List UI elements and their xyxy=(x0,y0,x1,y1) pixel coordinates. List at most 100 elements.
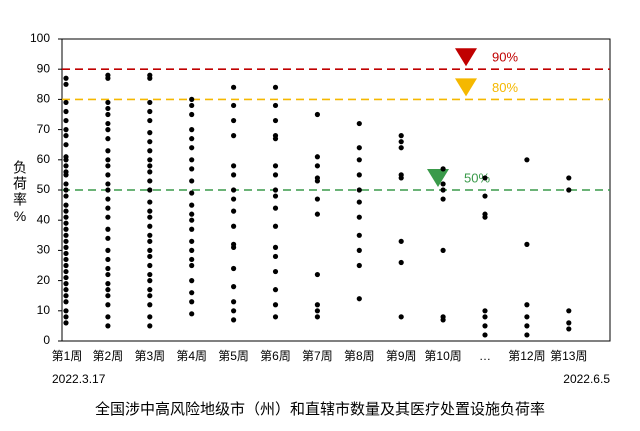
dot xyxy=(105,136,111,142)
dot xyxy=(189,299,195,305)
reference-marker xyxy=(427,169,449,187)
dot xyxy=(482,308,488,314)
dot xyxy=(147,293,153,299)
dot xyxy=(231,84,237,90)
dot xyxy=(272,223,279,229)
dot xyxy=(272,163,279,169)
dot xyxy=(566,308,572,314)
dot xyxy=(63,99,69,106)
dot xyxy=(63,187,69,193)
dot xyxy=(189,111,195,118)
dot xyxy=(314,163,320,169)
y-tick-label: 50 xyxy=(37,182,51,196)
dot xyxy=(482,193,488,199)
dot xyxy=(356,214,362,220)
y-tick-label: 80 xyxy=(37,92,51,106)
dot xyxy=(147,130,153,136)
x-tick-label: 第12周 xyxy=(508,349,545,363)
dot xyxy=(189,211,195,217)
dot xyxy=(314,178,320,184)
dot xyxy=(272,314,279,320)
dot xyxy=(63,314,69,320)
dot xyxy=(440,181,446,187)
dot xyxy=(63,320,69,326)
dot xyxy=(231,308,237,314)
dot xyxy=(482,314,488,320)
dot xyxy=(105,287,111,293)
dot xyxy=(524,241,530,247)
dot xyxy=(63,299,69,305)
dot xyxy=(440,196,446,202)
dot xyxy=(314,111,320,118)
dot xyxy=(231,117,237,124)
dot xyxy=(189,290,195,296)
dot xyxy=(105,205,111,211)
dot xyxy=(440,317,446,323)
dot xyxy=(147,302,153,308)
dot xyxy=(63,220,69,226)
reference-label: 50% xyxy=(464,170,490,185)
x-tick-label: 第5周 xyxy=(218,349,249,363)
x-tick-label: 第7周 xyxy=(302,349,333,363)
dot xyxy=(63,172,69,178)
dot xyxy=(440,187,446,193)
dot xyxy=(189,145,195,151)
dot xyxy=(356,296,362,302)
dot xyxy=(189,278,195,284)
reference-marker xyxy=(455,48,477,67)
dot xyxy=(231,299,237,305)
dot xyxy=(231,163,237,169)
dot xyxy=(356,232,362,238)
dot xyxy=(147,108,153,115)
dot xyxy=(566,320,572,326)
dot xyxy=(231,187,237,193)
y-tick-label: 40 xyxy=(37,212,51,226)
dot xyxy=(147,117,153,124)
y-tick-label: 90 xyxy=(37,61,51,75)
dot xyxy=(63,256,69,263)
dot xyxy=(189,226,195,232)
dot xyxy=(272,287,279,293)
dot xyxy=(105,302,111,308)
dot xyxy=(147,223,153,229)
dot xyxy=(147,214,153,220)
dot xyxy=(189,102,195,109)
dot xyxy=(524,323,530,329)
dot xyxy=(147,314,153,320)
dot xyxy=(105,157,111,163)
reference-label: 80% xyxy=(492,80,518,95)
dot xyxy=(105,271,111,278)
dot xyxy=(231,244,237,250)
dot xyxy=(272,84,279,90)
dot xyxy=(63,308,69,314)
dot xyxy=(189,178,195,184)
x-tick-label: 第3周 xyxy=(134,349,165,363)
dot xyxy=(105,181,111,187)
dot xyxy=(440,166,446,172)
dot xyxy=(105,323,111,329)
dot xyxy=(189,157,195,163)
dot xyxy=(63,202,69,208)
dot xyxy=(105,148,111,154)
dot xyxy=(147,75,153,81)
x-tick-label: 第2周 xyxy=(93,349,124,363)
dot xyxy=(63,117,69,124)
caption: 全国涉中高风险地级市（州）和直辖市数量及其医疗处置设施负荷率 xyxy=(95,400,545,418)
dot xyxy=(314,271,320,278)
dot xyxy=(189,311,195,317)
dot xyxy=(147,271,153,278)
dot xyxy=(105,172,111,178)
dot xyxy=(189,217,195,223)
dot xyxy=(314,196,320,202)
dot xyxy=(105,120,111,127)
dot xyxy=(147,238,153,244)
dot xyxy=(398,145,404,151)
x-tick-label: 第9周 xyxy=(386,349,417,363)
dot xyxy=(189,127,195,133)
x-tick-label: 第1周 xyxy=(52,349,83,363)
dot xyxy=(63,226,69,232)
x-tick-label: 第4周 xyxy=(176,349,207,363)
dot xyxy=(63,274,69,281)
dot xyxy=(147,199,153,205)
